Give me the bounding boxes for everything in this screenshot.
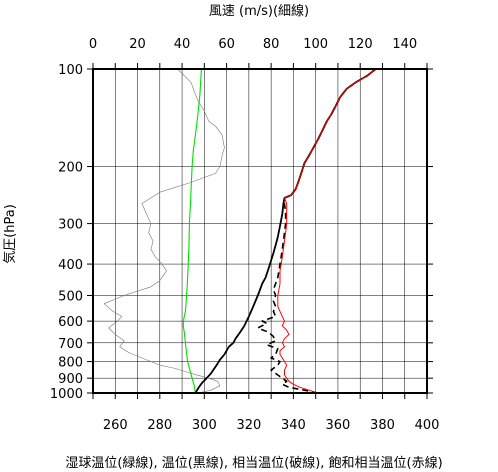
bottom-tick-label: 320 <box>236 418 261 433</box>
bottom-tick-label: 260 <box>103 418 128 433</box>
top-tick-label: 100 <box>303 37 328 52</box>
top-tick-label: 80 <box>263 37 280 52</box>
bottom-tick-label: 340 <box>281 418 306 433</box>
y-tick-label: 300 <box>58 218 83 233</box>
y-tick-label: 400 <box>58 258 83 273</box>
series-layer <box>103 68 377 394</box>
top-axis-title: 風速 (m/s)(細線) <box>209 3 309 19</box>
bottom-tick-label: 280 <box>147 418 172 433</box>
y-axis-title: 気圧(hPa) <box>2 204 18 264</box>
y-tick-label: 600 <box>58 315 83 330</box>
series-line-2 <box>182 68 202 394</box>
y-tick-label: 200 <box>58 161 83 176</box>
grid <box>92 68 428 394</box>
y-tick-label: 1000 <box>50 387 83 402</box>
top-tick-label: 40 <box>174 37 191 52</box>
bottom-tick-label: 380 <box>370 418 395 433</box>
y-tick-label: 900 <box>58 372 83 387</box>
y-tick-label: 500 <box>58 289 83 304</box>
top-tick-label: 140 <box>392 37 417 52</box>
bottom-tick-label: 300 <box>192 418 217 433</box>
y-tick-label: 700 <box>58 337 83 352</box>
top-tick-label: 60 <box>218 37 235 52</box>
y-tick-label: 800 <box>58 356 83 371</box>
y-tick-label: 100 <box>58 63 83 78</box>
series-line-4 <box>256 68 377 394</box>
bottom-axis-title: 湿球温位(緑線), 温位(黒線), 相当温位(破線), 飽和相当温位(赤線) <box>65 455 442 471</box>
series-line-5 <box>277 68 377 394</box>
series-line-1 <box>103 68 225 394</box>
bottom-tick-label: 360 <box>326 418 351 433</box>
top-tick-label: 20 <box>129 37 146 52</box>
bottom-tick-label: 400 <box>415 418 440 433</box>
plot-frame <box>92 68 428 394</box>
top-tick-label: 120 <box>348 37 373 52</box>
top-tick-label: 0 <box>89 37 97 52</box>
